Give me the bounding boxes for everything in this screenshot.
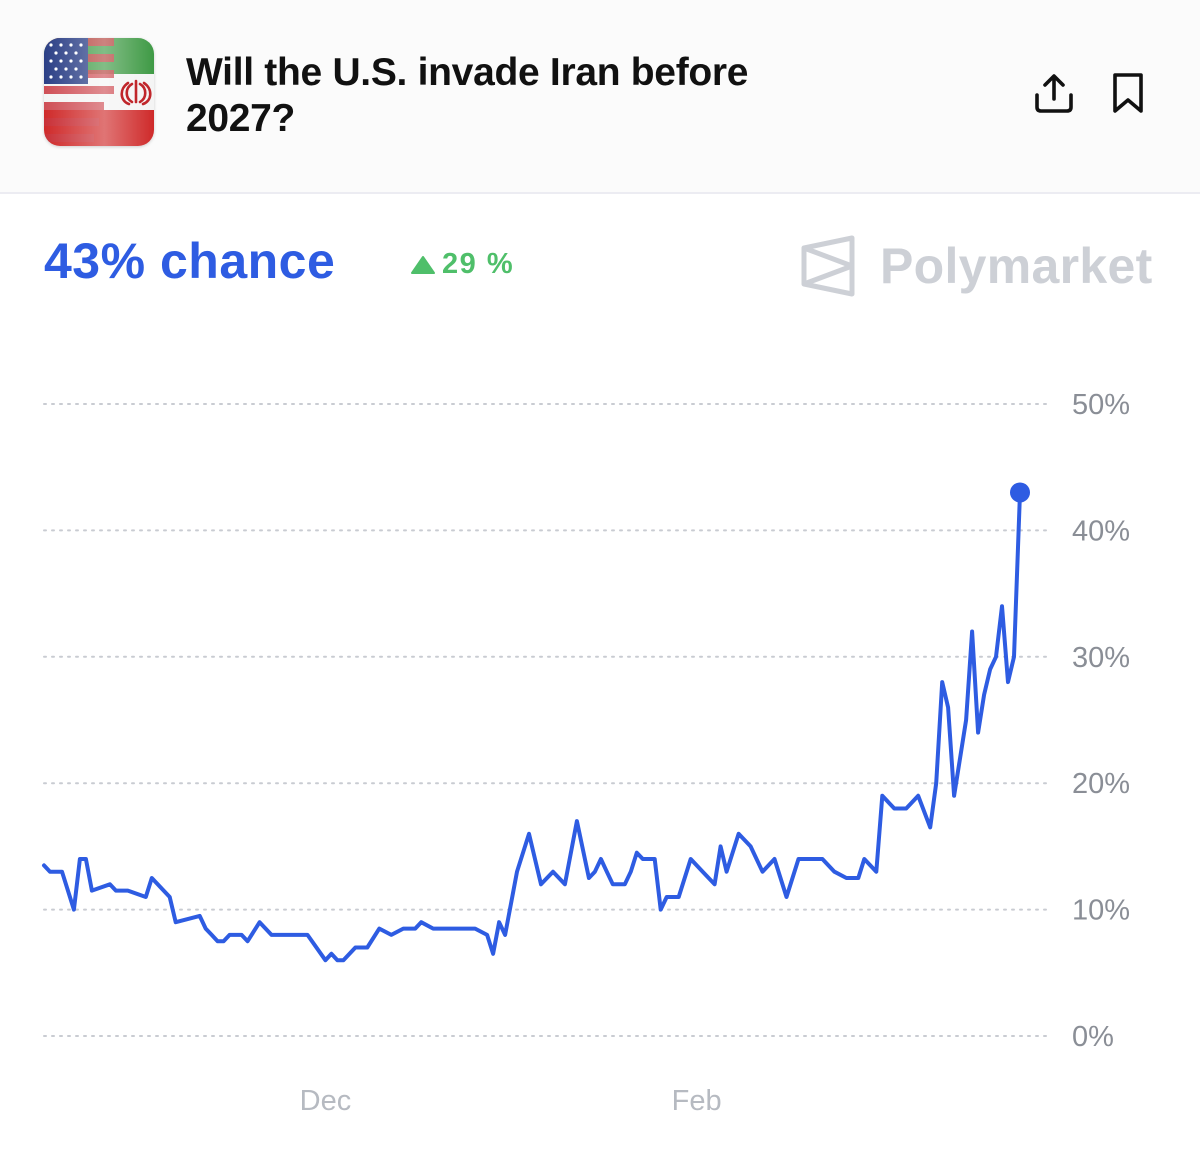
chance-value: 43% chance [44,233,336,289]
market-header: Will the U.S. invade Iran before 2027? [0,0,1200,194]
y-tick-label: 20% [1072,768,1130,800]
x-tick-label: Dec [300,1085,352,1117]
polymarket-logo-icon [801,235,855,297]
share-icon [1035,74,1073,113]
chart-grid [43,403,1051,1037]
brand-name: Polymarket [880,238,1153,294]
y-axis-ticks: 0% 10% 20% 30% 40% 50% [1072,389,1130,1053]
y-tick-label: 40% [1072,515,1130,547]
bookmark-icon [1113,73,1143,113]
change-indicator: 29 % [410,248,514,281]
share-button[interactable] [1030,68,1078,118]
y-tick-label: 30% [1072,642,1130,674]
polymarket-logo: Polymarket [800,234,1153,298]
y-tick-label: 0% [1072,1021,1114,1053]
x-axis-ticks: Dec Feb [300,1085,722,1117]
triangle-up-icon [411,255,435,274]
us-iran-flag-icon [44,38,154,146]
current-value-marker [1010,482,1030,503]
y-tick-label: 50% [1072,389,1130,421]
bookmark-button[interactable] [1104,68,1152,118]
y-tick-label: 10% [1072,895,1130,927]
market-title: Will the U.S. invade Iran before 2027? [186,51,749,140]
probability-line [42,490,1022,963]
x-tick-label: Feb [672,1085,722,1117]
change-value: 29 % [442,248,515,280]
